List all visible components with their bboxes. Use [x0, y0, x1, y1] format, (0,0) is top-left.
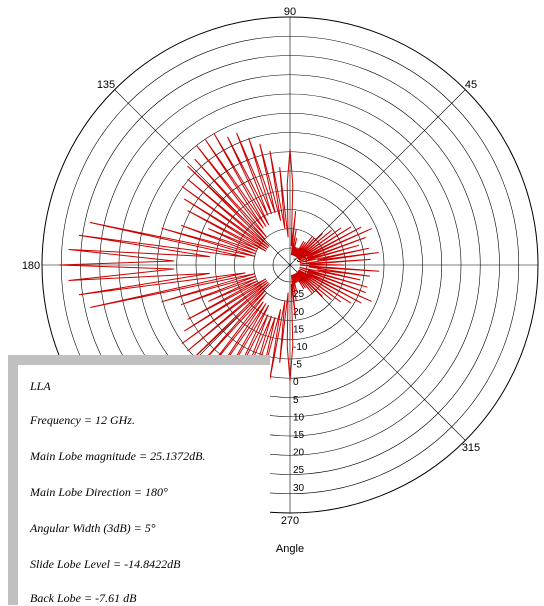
angle-tick-label-270: 270: [281, 515, 299, 527]
angle-tick-label-45: 45: [465, 79, 477, 91]
info-title: LLA: [30, 379, 51, 393]
angle-tick-label-180: 180: [22, 260, 40, 272]
radial-tick-label: 25: [293, 289, 305, 300]
radial-tick-label: 25: [293, 465, 305, 476]
radial-tick-label: 0: [293, 377, 299, 388]
info-main-lobe-magnitude: Main Lobe magnitude = 25.1372dB.: [30, 449, 206, 463]
polar-grid: [41, 16, 539, 514]
grid-spoke: [289, 264, 466, 441]
radial-tick-label: -10: [293, 342, 308, 353]
grid-spoke: [114, 89, 291, 266]
info-side-lobe-level: Slide Lobe Level = -14.8422dB: [30, 557, 181, 571]
radial-tick-label: 15: [293, 324, 305, 335]
info-panel: LLA Frequency = 12 GHz. Main Lobe magnit…: [8, 355, 270, 605]
radial-tick-label: 5: [293, 395, 299, 406]
info-frequency: Frequency = 12 GHz.: [30, 413, 135, 427]
info-back-lobe: Back Lobe = -7.61 dB: [30, 591, 137, 605]
info-angular-width: Angular Width (3dB) = 5°: [30, 521, 156, 535]
axis-title: Angle: [276, 543, 304, 555]
radial-tick-label: 20: [293, 307, 305, 318]
angle-tick-label-90: 90: [284, 6, 296, 18]
radial-tick-label: -5: [293, 360, 302, 371]
radial-tick-label: 30: [293, 483, 305, 494]
angle-tick-labels: 90 45 315 270 135 180: [22, 6, 480, 527]
info-panel-content: LLA Frequency = 12 GHz. Main Lobe magnit…: [18, 365, 270, 605]
radial-tick-label: 20: [293, 448, 305, 459]
radial-tick-label: 10: [293, 412, 305, 423]
info-main-lobe-direction: Main Lobe Direction = 180°: [30, 485, 168, 499]
radiation-pattern-series: [59, 132, 380, 398]
angle-tick-label-135: 135: [97, 79, 115, 91]
radial-tick-label: 15: [293, 430, 305, 441]
angle-tick-label-315: 315: [462, 442, 480, 454]
grid-spoke: [289, 89, 466, 266]
